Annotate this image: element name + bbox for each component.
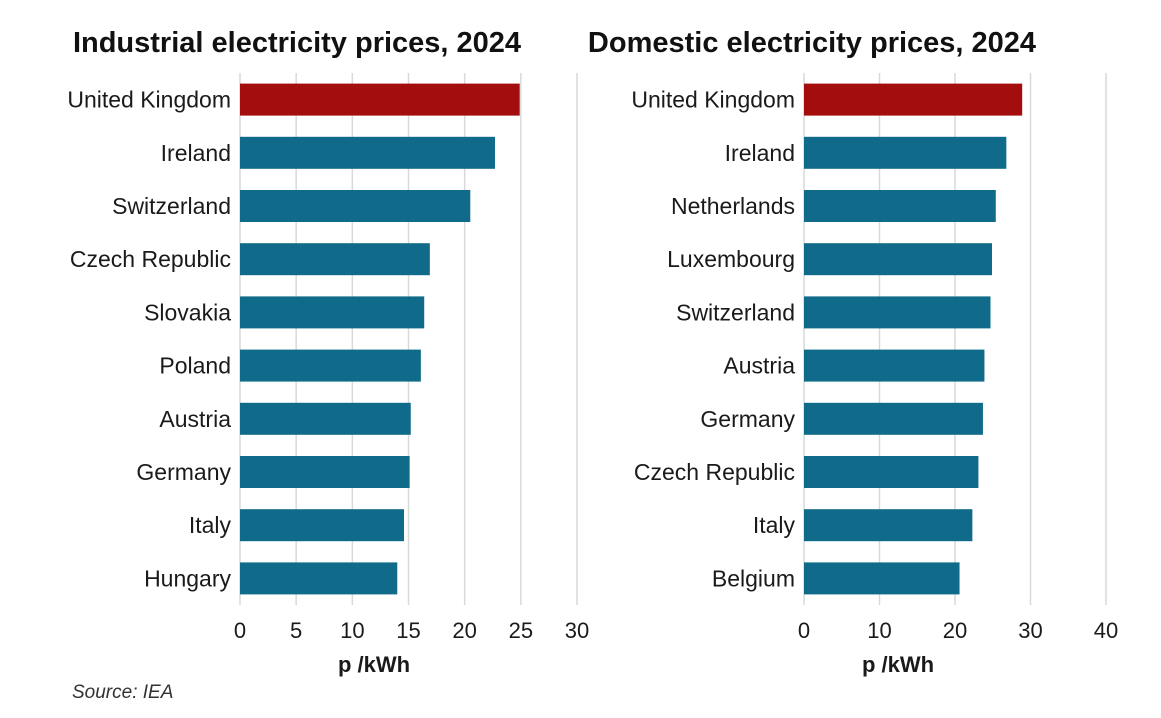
- domestic-category-label: Austria: [723, 353, 795, 379]
- domestic-bar: [804, 562, 960, 595]
- domestic-x-tick-label: 30: [1018, 618, 1042, 643]
- domestic-category-label: Ireland: [725, 140, 795, 166]
- domestic-category-label: Belgium: [712, 565, 795, 591]
- industrial-category-label: Poland: [159, 353, 231, 379]
- domestic-x-axis-label: p /kWh: [862, 652, 934, 677]
- domestic-bar: [804, 456, 979, 488]
- industrial-category-label: Germany: [136, 459, 231, 485]
- industrial-bar: [240, 243, 430, 276]
- domestic-bar: [804, 349, 985, 382]
- industrial-x-tick-label: 20: [452, 618, 476, 643]
- domestic-category-label: Czech Republic: [634, 459, 795, 485]
- industrial-x-tick-label: 0: [234, 618, 246, 643]
- industrial-bar: [240, 190, 471, 222]
- industrial-category-label: Switzerland: [112, 193, 231, 219]
- industrial-chart: Industrial electricity prices, 2024 Unit…: [67, 27, 589, 677]
- industrial-bar: [240, 296, 425, 329]
- industrial-x-tick-label: 30: [565, 618, 589, 643]
- industrial-category-label: Hungary: [144, 565, 231, 591]
- domestic-bar: [804, 509, 973, 542]
- industrial-category-label: Italy: [189, 512, 232, 538]
- domestic-category-label: United Kingdom: [631, 87, 795, 113]
- domestic-category-label: Italy: [753, 512, 796, 538]
- industrial-x-axis-label: p /kWh: [338, 652, 410, 677]
- industrial-category-label: Ireland: [161, 140, 231, 166]
- source-note: Source: IEA: [72, 682, 173, 703]
- domestic-category-label: Germany: [700, 406, 795, 432]
- domestic-x-tick-label: 0: [798, 618, 810, 643]
- industrial-bar: [240, 136, 495, 169]
- industrial-category-label: Czech Republic: [70, 246, 231, 272]
- domestic-bar: [804, 243, 992, 276]
- domestic-bar: [804, 83, 1023, 116]
- industrial-chart-title: Industrial electricity prices, 2024: [73, 27, 521, 59]
- industrial-category-label: Slovakia: [144, 299, 231, 325]
- industrial-x-tick-label: 25: [509, 618, 533, 643]
- domestic-bar: [804, 190, 996, 222]
- industrial-category-label: United Kingdom: [67, 87, 231, 113]
- industrial-x-tick-label: 5: [290, 618, 302, 643]
- domestic-bar: [804, 136, 1007, 169]
- industrial-bar: [240, 349, 421, 382]
- domestic-x-tick-label: 20: [943, 618, 967, 643]
- industrial-bar: [240, 562, 398, 595]
- domestic-category-label: Switzerland: [676, 299, 795, 325]
- industrial-bar: [240, 83, 520, 116]
- industrial-bar: [240, 456, 410, 488]
- domestic-bar: [804, 296, 991, 329]
- domestic-x-tick-label: 40: [1094, 618, 1118, 643]
- domestic-chart-title: Domestic electricity prices, 2024: [588, 27, 1036, 59]
- domestic-x-tick-label: 10: [867, 618, 891, 643]
- domestic-category-label: Luxembourg: [667, 246, 795, 272]
- industrial-x-tick-label: 15: [396, 618, 420, 643]
- domestic-bar: [804, 402, 983, 435]
- industrial-bar: [240, 402, 411, 435]
- industrial-x-tick-label: 10: [340, 618, 364, 643]
- domestic-category-label: Netherlands: [671, 193, 795, 219]
- industrial-bar: [240, 509, 405, 542]
- domestic-chart: Domestic electricity prices, 2024 United…: [588, 27, 1118, 677]
- industrial-category-label: Austria: [159, 406, 231, 432]
